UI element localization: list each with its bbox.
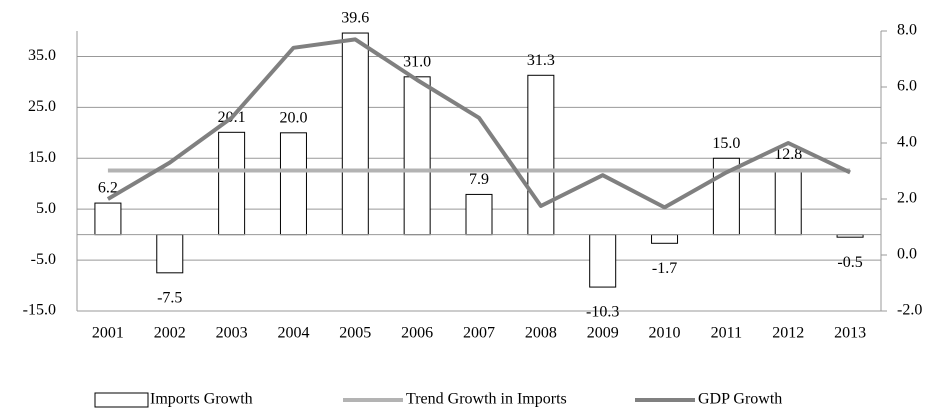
x-tick-label: 2011 — [711, 325, 742, 342]
x-tick-label: 2005 — [339, 325, 371, 342]
bar — [341, 32, 369, 236]
y2-tick-label: 4.0 — [897, 134, 917, 151]
legend-swatch — [94, 392, 149, 408]
x-tick-label: 2009 — [587, 325, 619, 342]
x-tick-label: 2008 — [525, 325, 557, 342]
bar — [589, 234, 617, 288]
data-label: -10.3 — [586, 304, 619, 321]
x-tick-label: 2001 — [92, 325, 124, 342]
data-label: 6.2 — [98, 180, 118, 197]
data-label: 31.3 — [527, 52, 555, 69]
y-tick-label: 5.0 — [36, 200, 56, 217]
y-tick-label: -15.0 — [23, 302, 56, 319]
bar — [279, 132, 307, 236]
bar — [774, 168, 802, 236]
x-tick-label: 2004 — [277, 325, 309, 342]
y-tick-label: 35.0 — [28, 47, 56, 64]
bar — [465, 193, 493, 236]
legend-label: Imports Growth — [150, 391, 253, 408]
y-tick-label: 25.0 — [28, 98, 56, 115]
x-tick-label: 2013 — [834, 325, 866, 342]
bar — [94, 202, 122, 236]
y2-tick-label: 8.0 — [897, 22, 917, 39]
y-tick-label: 15.0 — [28, 149, 56, 166]
data-label: 39.6 — [341, 10, 369, 27]
bar — [156, 234, 184, 274]
data-label: 31.0 — [403, 53, 431, 70]
x-tick-label: 2006 — [401, 325, 433, 342]
y-tick-label: -5.0 — [31, 251, 56, 268]
y2-tick-label: 2.0 — [897, 190, 917, 207]
y2-tick-label: 0.0 — [897, 246, 917, 263]
x-tick-label: 2002 — [154, 325, 186, 342]
data-label: 7.9 — [469, 171, 489, 188]
data-label: -0.5 — [837, 254, 862, 271]
bar — [403, 76, 431, 236]
legend-label: GDP Growth — [698, 391, 782, 408]
data-label: -1.7 — [652, 260, 677, 277]
x-tick-label: 2003 — [216, 325, 248, 342]
line — [106, 37, 851, 210]
x-tick-label: 2012 — [772, 325, 804, 342]
y2-tick-label: -2.0 — [897, 302, 922, 319]
data-label: 20.0 — [279, 109, 307, 126]
data-label: 15.0 — [712, 135, 740, 152]
data-label: 12.8 — [774, 146, 802, 163]
bar — [218, 131, 246, 236]
bar — [651, 234, 679, 244]
bar — [527, 74, 555, 236]
data-label: -7.5 — [157, 289, 182, 306]
y2-tick-label: 6.0 — [897, 78, 917, 95]
x-tick-label: 2007 — [463, 325, 495, 342]
legend-label: Trend Growth in Imports — [406, 391, 567, 408]
x-tick-label: 2010 — [649, 325, 681, 342]
